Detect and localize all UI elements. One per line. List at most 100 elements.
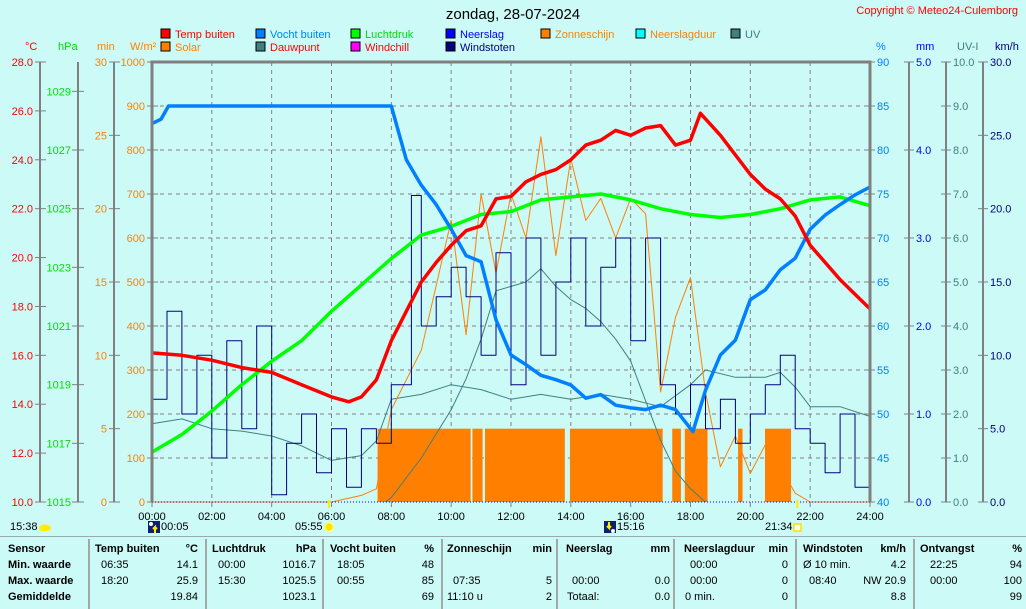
x-tick-label: 06:00 (318, 511, 346, 523)
legend-swatch (445, 41, 456, 52)
axis-tick-label: 40 (877, 497, 889, 509)
axis-temp: °C 10.0 12.0 14.0 16.0 18.0 20.0 22.0 24.0 26.0 28… (12, 41, 46, 509)
x-tick-label: 10:00 (437, 511, 465, 523)
sunshine-bar (764, 428, 792, 502)
table-divider (556, 539, 558, 609)
cell-value: 100 (1003, 575, 1022, 587)
weather-chart: Temp buiten Vocht buiten Luchtdruk Neerslag… (12, 28, 1019, 523)
sunshine-bar (672, 428, 681, 502)
column-header: Luchtdruk (212, 543, 266, 555)
column-unit: °C (185, 543, 198, 555)
sunshine-bar (684, 428, 708, 502)
x-tick-label: 18:00 (677, 511, 705, 523)
axis-tick-label: 700 (127, 189, 145, 201)
axis-unit: min (97, 41, 115, 53)
x-tick-label: 12:00 (497, 511, 525, 523)
legend-label: Dauwpunt (270, 42, 320, 54)
legend-label: Neerslagduur (650, 29, 716, 41)
moon-phase-time: 15:38 (10, 521, 38, 533)
cell-value: 85 (421, 575, 434, 587)
axis-tick-label: 70 (877, 233, 889, 245)
column-header: Sensor (8, 543, 46, 555)
sunrise-time: 05:55 (295, 521, 323, 533)
axis-tick-label: 0 (101, 497, 107, 509)
legend-item-temp-buiten: Temp buiten (160, 28, 235, 41)
axis-tick-label: 20.0 (12, 253, 33, 265)
series-luchtdruk (151, 192, 871, 454)
axis-tick-label: 22.0 (12, 204, 33, 216)
axis-tick-label: 4.0 (953, 321, 968, 333)
axis-tick-label: 26.0 (12, 106, 33, 118)
table-divider (673, 539, 675, 609)
legend-label: UV (745, 29, 761, 41)
cell-time: 18:05 (337, 559, 365, 571)
legend-label: Zonneschijn (555, 29, 614, 41)
table-divider (322, 539, 324, 609)
axis-tick-label: 15.0 (990, 277, 1011, 289)
axis-tick-label: 7.0 (953, 189, 968, 201)
page-title: zondag, 28-07-2024 (445, 6, 581, 23)
axis-unit: UV-I (957, 41, 978, 53)
axis-tick-label: 800 (127, 145, 145, 157)
legend-label: Vocht buiten (270, 29, 331, 41)
legend-swatch (160, 41, 171, 52)
axis-tick-label: 12.0 (12, 448, 33, 460)
column-unit: hPa (295, 543, 316, 555)
legend-swatch (255, 28, 266, 39)
column-header: Zonneschijn (447, 543, 512, 555)
cell-value: 0 (781, 559, 788, 571)
axis-unit: W/m² (130, 41, 157, 53)
axis-tick-label: 500 (127, 277, 145, 289)
column-header: Neerslag (566, 543, 613, 555)
axis-tick-label: 30 (95, 57, 107, 69)
axis-tick-label: 1000 (121, 57, 145, 69)
legend-label: Temp buiten (175, 29, 235, 41)
cell-time: 00:00 (690, 559, 718, 571)
axis-tick-label: 25.0 (990, 130, 1011, 142)
series-dauwpunt (151, 369, 871, 461)
axis-tick-label: 28.0 (12, 57, 33, 69)
row-label: Max. waarde (8, 575, 74, 587)
axis-unit: % (876, 41, 886, 53)
axis-tick-label: 10.0 (990, 350, 1011, 362)
legend-item-neerslag: Neerslag (445, 28, 504, 41)
sunshine-bar (569, 428, 663, 502)
sunrise-icon (324, 522, 334, 532)
axis-tick-label: 6.0 (953, 233, 968, 245)
cell-value: 2 (545, 591, 552, 603)
axis-tick-label: 60 (877, 321, 889, 333)
axis-tick-label: 1023 (47, 262, 71, 274)
column-unit: min (768, 543, 788, 555)
series-solar (152, 136, 870, 503)
copyright: Copyright © Meteo24-Culemborg (856, 5, 1018, 17)
legend-swatch (445, 28, 456, 39)
axis-tick-label: 200 (127, 409, 145, 421)
axis-tick-label: 75 (877, 189, 889, 201)
axis-unit: mm (916, 41, 934, 53)
legend-label: Luchtdruk (365, 29, 414, 41)
axis-mm: mm 0.0 1.0 2.0 3.0 4.0 5.0 (904, 41, 934, 509)
cell-value: 1025.5 (282, 575, 316, 587)
x-tick-label: 24:00 (856, 511, 884, 523)
cell-value: 14.1 (176, 559, 198, 571)
axis-tick-label: 30.0 (990, 57, 1011, 69)
cell-value: 48 (421, 559, 434, 571)
cell-value: 25.9 (176, 575, 198, 587)
axis-tick-label: 1021 (47, 321, 71, 333)
series-windstoten (152, 195, 871, 496)
axis-tick-label: 2.0 (953, 409, 968, 421)
axis-uv: UV-I 0.0 1.0 2.0 3.0 4.0 5.0 6.0 7.0 8.0 9.0 10.0 (941, 41, 978, 509)
cell-value: 1023.1 (282, 591, 316, 603)
cell-time: 07:35 (453, 575, 481, 587)
table-divider (913, 539, 915, 609)
axis-tick-label: 5 (101, 424, 107, 436)
cell-time: Ø 10 min. (803, 559, 851, 571)
axis-tick-label: 1.0 (916, 409, 931, 421)
legend-item-neerslagduur: Neerslagduur (635, 28, 716, 41)
cell-time: 00:00 (930, 575, 958, 587)
axis-hpa: hPa 1015 1017 1019 1021 1023 1025 1027 1029 (47, 41, 84, 509)
axis-tick-label: 55 (877, 365, 889, 377)
axis-tick-label: 1015 (47, 497, 71, 509)
cell-time: 18:20 (101, 575, 129, 587)
column-unit: km/h (880, 543, 906, 555)
